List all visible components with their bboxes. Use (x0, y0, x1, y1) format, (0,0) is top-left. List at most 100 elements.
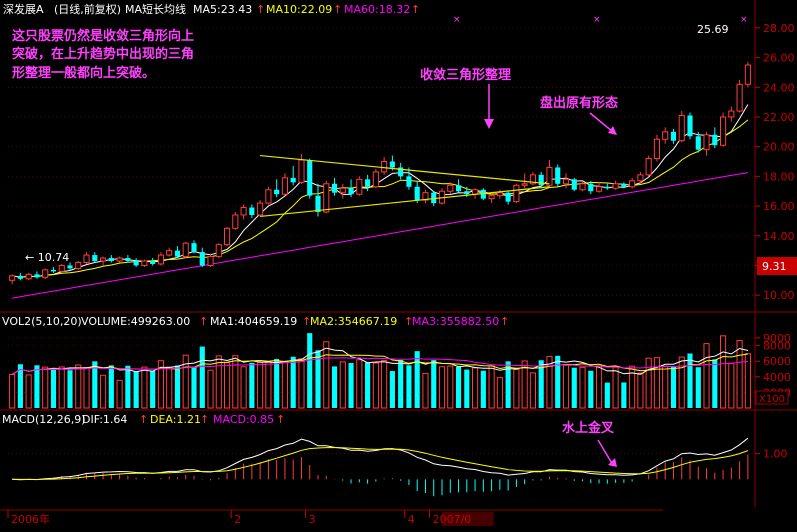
candle-body-up (116, 257, 123, 262)
volume-tick-label: 4000 (763, 371, 791, 384)
volume-bar-down (464, 369, 470, 408)
macd-histogram (19, 454, 749, 497)
candle-body-up (58, 264, 65, 272)
candle-body-down (604, 186, 610, 189)
volume-bar-down (538, 360, 544, 408)
candle-body-up (224, 227, 231, 246)
period-label: (日线,前复权) (54, 2, 121, 16)
candle-body-down (348, 188, 354, 195)
stock-name: 深发展A (3, 2, 44, 16)
candle-body-down (290, 177, 296, 183)
triangle-label: 收敛三角形整理 (420, 67, 511, 83)
candle-body-down (406, 176, 412, 187)
candle-body-down (199, 252, 205, 266)
volume-bar-down (604, 382, 610, 408)
volume-bar-down (712, 359, 718, 408)
candle-body-up (529, 174, 536, 185)
ma5-line (12, 104, 749, 278)
triangle-pattern (260, 154, 550, 218)
candle-body-up (257, 202, 264, 216)
current-value-box (757, 257, 797, 275)
volume-bar-down (480, 370, 486, 408)
volume-bar-down (191, 367, 197, 408)
volume-ma3-line (11, 357, 748, 375)
volume-bar-down (50, 369, 57, 408)
candle-body-up (447, 184, 454, 192)
vol-ma2-value: MA2:354667.19 (310, 315, 397, 328)
volume-bar-up (645, 357, 652, 409)
volume-bar-down (687, 353, 693, 408)
volume-bar-down (199, 346, 205, 408)
volume-bar-down (505, 361, 511, 408)
volume-bar-down (92, 361, 98, 408)
triangle-lower-line (260, 186, 550, 218)
volume-bar-down (571, 367, 577, 408)
ma10-line (12, 119, 749, 278)
candle-body-down (191, 243, 197, 253)
breakout-arrow (589, 112, 614, 133)
price-candles (9, 62, 751, 285)
candle-body-up (720, 116, 727, 146)
volume-bar-up (215, 355, 222, 409)
triangle-arrowhead (484, 119, 494, 129)
candle-body-down (34, 274, 40, 278)
volume-bar-up (372, 362, 379, 409)
x-axis-label: 2007/0 (433, 513, 472, 526)
volume-bar-down (315, 350, 321, 408)
volume-bar-up (422, 372, 429, 409)
low-price-label: ← 10.74 (25, 251, 69, 264)
volume-bar-down (274, 359, 280, 408)
volume-ma2-line (11, 353, 748, 375)
candle-body-down (307, 160, 313, 196)
candle-body-down (464, 191, 470, 195)
x-axis-label: 3 (309, 513, 316, 526)
candle-body-up (75, 261, 82, 269)
candle-body-up (9, 275, 16, 281)
volume-bars (9, 333, 751, 409)
volume-bar-up (116, 379, 123, 409)
candle-body-up (157, 254, 164, 265)
price-tick-label: 28.00 (763, 22, 795, 35)
macd-macd-value: MACD:0.85 (213, 413, 274, 426)
price-tick-label: 26.00 (763, 52, 795, 65)
volume-bar-up (521, 360, 528, 409)
volume-bar-down (174, 365, 181, 408)
candle-body-down (414, 186, 420, 201)
candle-body-up (546, 166, 553, 186)
volume-bar-up (240, 366, 247, 409)
volume-tick-label: 6000 (763, 355, 791, 368)
ma60-up-arrow: ↑ (411, 3, 420, 16)
price-ma-lines (12, 104, 749, 299)
candle-body-up (488, 195, 495, 200)
volume-bar-up (207, 369, 214, 409)
candle-body-up (281, 177, 288, 195)
candle-body-up (662, 131, 669, 140)
note-line-2: 突破，在上升趋势中出现的三角 (12, 46, 194, 62)
volume-bar-up (720, 335, 727, 409)
volume-bar-up (596, 365, 603, 409)
volume-bar-up (678, 356, 685, 409)
candle-body-down (695, 136, 701, 150)
volume-bar-down (406, 365, 412, 408)
volume-bar-up (182, 354, 189, 409)
golden-cross-arrow (597, 439, 614, 466)
candle-body-up (629, 180, 636, 188)
candle-body-up (381, 161, 388, 173)
vol-ma1-value: MA1:404659.19 (210, 315, 297, 328)
volume-bar-up (42, 366, 49, 409)
candle-body-down (687, 115, 693, 137)
volume-bar-up (9, 373, 16, 409)
volume-bar-up (472, 367, 479, 409)
volume-bar-down (125, 365, 131, 408)
price-tick-label: 18.00 (763, 170, 795, 183)
volume-bar-up (257, 361, 264, 409)
volume-bar-up (496, 377, 503, 409)
candle-body-up (372, 171, 379, 188)
volume-tick-label: 8000 (763, 340, 791, 353)
note-line-3: 形整理一般都向上突破。 (12, 65, 155, 81)
macd-dif-arrow: ↑ (139, 413, 148, 426)
volume-bar-down (670, 365, 677, 408)
breakout-label: 盘出原有形态 (540, 95, 618, 111)
volume-bar-up (265, 361, 272, 409)
volume-bar-up (488, 365, 495, 409)
